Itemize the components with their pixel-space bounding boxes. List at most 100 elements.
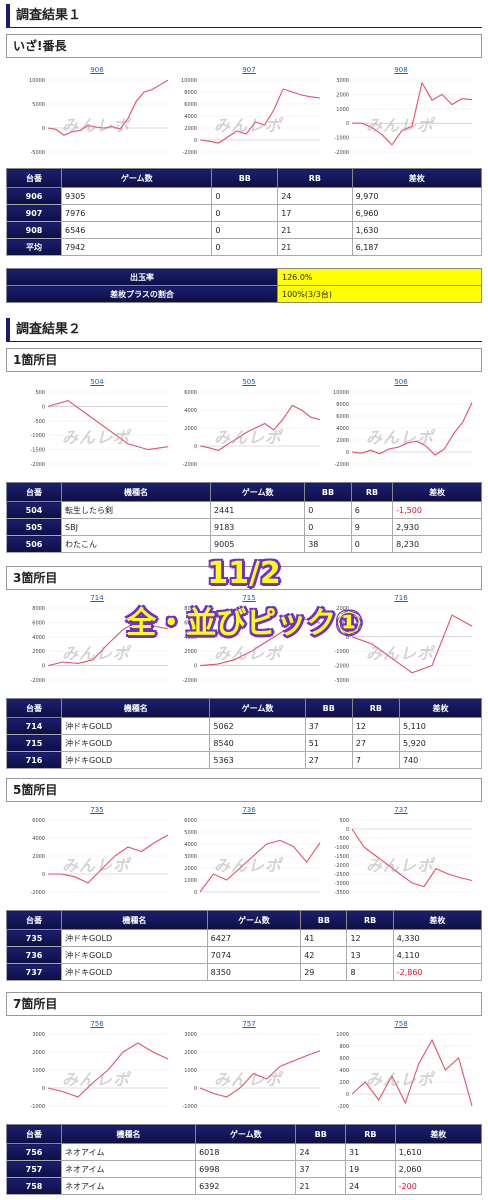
table-cell: 5062 bbox=[209, 717, 306, 735]
table-cell: 29 bbox=[300, 963, 348, 981]
data-table: 台番 機種名 ゲーム数 BB RB 差枚 504 転生したら剣 2441 0 6 -1,500 505 S… bbox=[6, 482, 482, 553]
line-chart: 10000 8000 6000 4000 2000 0 -2000 bbox=[333, 390, 473, 468]
table-cell: 7942 bbox=[60, 238, 213, 256]
chart-title-link[interactable]: 506 bbox=[394, 378, 408, 386]
series-line bbox=[199, 618, 321, 667]
chart-title-link[interactable]: 735 bbox=[90, 806, 104, 814]
chart-title-link[interactable]: 736 bbox=[242, 806, 256, 814]
table-cell: 12 bbox=[346, 929, 394, 947]
column-header: 差枚 bbox=[392, 482, 482, 502]
column-header: 台番 bbox=[6, 910, 62, 930]
tick-label: -2000 bbox=[334, 863, 349, 869]
chart-title-link[interactable]: 756 bbox=[90, 1020, 104, 1028]
series-line bbox=[199, 404, 321, 452]
table-cell: 8 bbox=[346, 963, 394, 981]
column-header: RB bbox=[346, 910, 394, 930]
tick-label: 4000 bbox=[336, 426, 349, 432]
table-row: 735 沖ドキGOLD 6427 41 12 4,330 bbox=[6, 929, 483, 947]
watermark: みんレポ bbox=[62, 428, 131, 447]
watermark: みんレポ bbox=[62, 856, 131, 875]
chart-row: 504 500 0 -500 -1000 -1500 -2000 みんレポ 505 6000 400… bbox=[6, 378, 482, 478]
chart-title-link[interactable]: 737 bbox=[394, 806, 408, 814]
data-table: 台番 機種名 ゲーム数 BB RB 差枚 756 ネオアイム 6018 24 31 1,610 757 ネ… bbox=[6, 1124, 483, 1195]
tick-label: 4000 bbox=[32, 635, 45, 641]
table-cell: 21 bbox=[277, 221, 353, 239]
table-cell: 6546 bbox=[60, 221, 213, 239]
series-line bbox=[47, 399, 169, 451]
diff-cell: 4,110 bbox=[392, 946, 483, 964]
tick-label: 1000 bbox=[336, 1032, 349, 1038]
table-row: 908 6546 0 21 1,630 bbox=[6, 221, 483, 239]
series-line bbox=[351, 1038, 473, 1107]
line-chart: 6000 4000 2000 0 -2000 bbox=[182, 390, 321, 468]
chart-716: 716 2000 1000 0 -1000 -2000 -3000 みんレポ bbox=[326, 594, 476, 714]
tick-label: 1000 bbox=[336, 620, 349, 626]
table-cell: 24 bbox=[277, 187, 353, 205]
table-cell: 21 bbox=[295, 1177, 347, 1195]
chart-title-link[interactable]: 715 bbox=[242, 594, 256, 602]
section-title-1: 調査結果１ bbox=[6, 4, 482, 28]
table-row: 平均 7942 0 21 6,187 bbox=[6, 238, 483, 256]
table-row: 906 9305 0 24 9,970 bbox=[6, 187, 483, 205]
machine-number: 736 bbox=[6, 946, 62, 964]
watermark: みんレポ bbox=[366, 644, 435, 663]
tick-label: 2000 bbox=[184, 426, 197, 432]
column-header: RB bbox=[277, 168, 353, 188]
table-cell: 51 bbox=[304, 734, 353, 752]
line-chart: 10000 8000 6000 4000 2000 0 -2000 bbox=[181, 78, 321, 156]
tick-label: 4000 bbox=[184, 635, 197, 641]
tick-label: 0 bbox=[42, 1086, 45, 1092]
tick-label: 2000 bbox=[184, 866, 197, 872]
data-table-1: 台番 ゲーム数 BB RB 差枚 906 9305 0 24 9,970 907 7976 0 17 6,9… bbox=[6, 168, 483, 256]
chart-735: 735 6000 4000 2000 0 -2000 みんレポ bbox=[22, 806, 172, 926]
data-table: 台番 機種名 ゲーム数 BB RB 差枚 735 沖ドキGOLD 6427 41 12 4,330 73… bbox=[6, 910, 483, 981]
chart-title-link[interactable]: 505 bbox=[242, 378, 256, 386]
chart-title-link[interactable]: 908 bbox=[394, 66, 408, 74]
tick-label: 10000 bbox=[181, 78, 197, 84]
stats-row: 出玉率 126.0% bbox=[6, 268, 482, 286]
column-header: ゲーム数 bbox=[206, 910, 302, 930]
table-cell: 0 bbox=[211, 221, 279, 239]
diff-cell: 5,920 bbox=[398, 734, 483, 752]
table-row: 757 ネオアイム 6998 37 19 2,060 bbox=[6, 1160, 483, 1178]
chart-907: 907 10000 8000 6000 4000 2000 0 -2000 みんレポ bbox=[174, 66, 324, 186]
chart-714: 714 8000 6000 4000 2000 0 -2000 みんレポ bbox=[22, 594, 172, 714]
tick-label: 0 bbox=[194, 890, 197, 896]
chart-title-link[interactable]: 504 bbox=[90, 378, 104, 386]
machine-number: 757 bbox=[6, 1160, 62, 1178]
table-cell: 沖ドキGOLD bbox=[61, 946, 208, 964]
table-cell: SBJ bbox=[60, 518, 212, 536]
chart-title-link[interactable]: 714 bbox=[90, 594, 104, 602]
table-row: 736 沖ドキGOLD 7074 42 13 4,110 bbox=[6, 946, 483, 964]
chart-title-link[interactable]: 757 bbox=[242, 1020, 256, 1028]
tick-label: -1000 bbox=[334, 649, 349, 655]
tick-label: 4000 bbox=[32, 836, 45, 842]
table-cell: 沖ドキGOLD bbox=[60, 717, 211, 735]
chart-title-link[interactable]: 906 bbox=[90, 66, 104, 74]
chart-title-link[interactable]: 758 bbox=[394, 1020, 408, 1028]
machine-number: 758 bbox=[6, 1177, 62, 1195]
tick-label: -2500 bbox=[334, 872, 349, 878]
series-line bbox=[351, 828, 473, 888]
column-header: BB bbox=[295, 1124, 347, 1144]
tick-label: 0 bbox=[346, 121, 349, 127]
table-cell: 21 bbox=[277, 238, 353, 256]
table-cell: 0 bbox=[304, 518, 352, 536]
table-cell: 38 bbox=[304, 535, 352, 553]
table-cell: わたこん bbox=[60, 535, 212, 553]
machine-number: 505 bbox=[6, 518, 62, 536]
chart-title-link[interactable]: 716 bbox=[394, 594, 408, 602]
tick-label: 2000 bbox=[336, 92, 349, 98]
chart-737: 737 500 0 -500 -1000 -1500 -2000 -2500 -3000 -350… bbox=[326, 806, 476, 926]
chart-title-link[interactable]: 907 bbox=[242, 66, 256, 74]
diff-cell: 740 bbox=[398, 751, 483, 769]
tick-label: 3000 bbox=[184, 854, 197, 860]
tick-label: 0 bbox=[42, 872, 45, 878]
tick-label: -3500 bbox=[334, 890, 349, 896]
tick-label: 0 bbox=[42, 664, 45, 670]
chart-736: 736 6000 5000 4000 3000 2000 1000 0 みんレポ bbox=[174, 806, 324, 926]
column-header: 差枚 bbox=[394, 1124, 483, 1144]
group-title: 3箇所目 bbox=[6, 566, 482, 590]
machine-number: 506 bbox=[6, 535, 62, 553]
tick-label: 0 bbox=[42, 126, 45, 132]
